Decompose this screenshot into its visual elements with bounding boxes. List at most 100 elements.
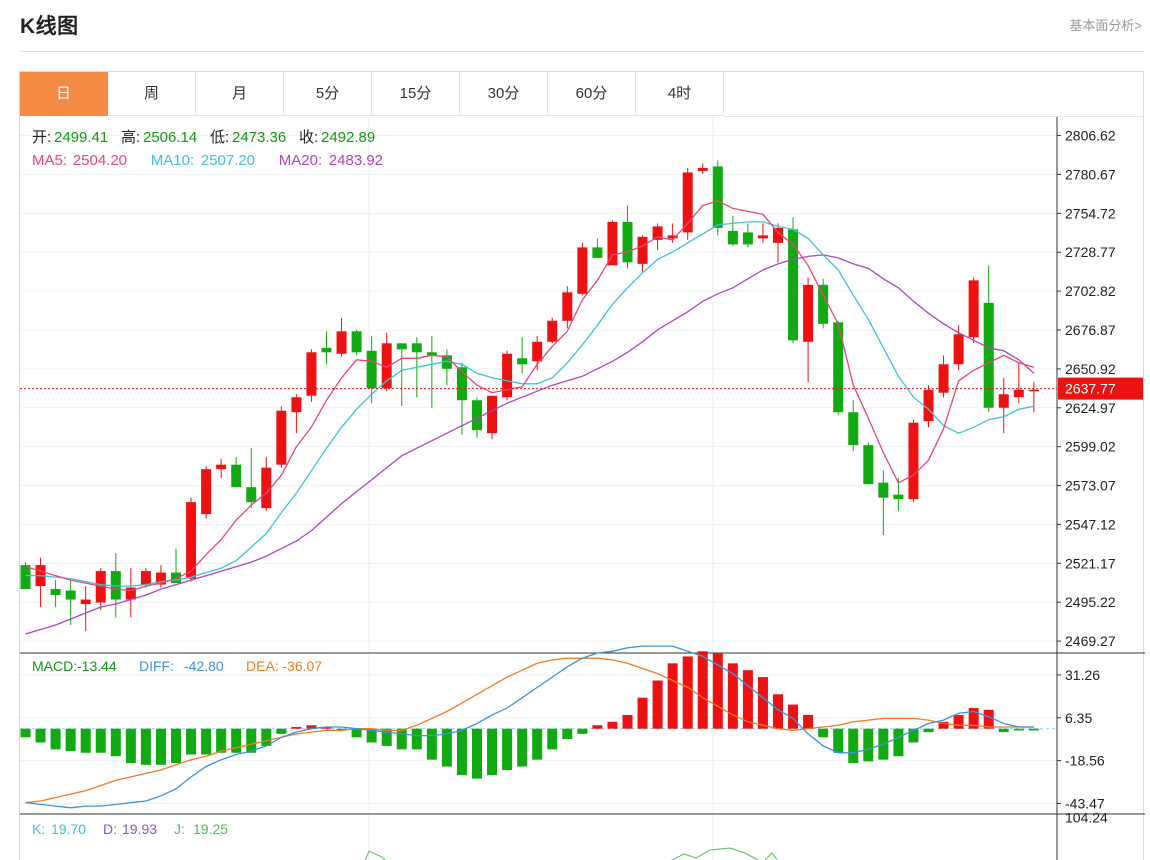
candle-body <box>712 166 723 228</box>
macd-bar <box>336 728 347 731</box>
tab-week[interactable]: 周 <box>108 72 196 116</box>
ma-label: MA20: <box>279 152 322 169</box>
candle-body <box>682 172 693 233</box>
last-price-badge <box>1058 377 1143 400</box>
tab-30min[interactable]: 30分 <box>460 72 548 116</box>
macd-bar <box>276 728 287 734</box>
macd-label: DIFF: <box>139 658 174 674</box>
candle-body <box>757 235 768 239</box>
chart-panel: 日 周 月 5分 15分 30分 60分 4时 2806.62 2780.67 27… <box>19 71 1145 860</box>
candle-body <box>50 589 61 596</box>
candle-body <box>532 341 543 362</box>
ohlc-value: 2506.14 <box>143 129 197 146</box>
macd-y-tick-label: -18.56 <box>1065 753 1105 769</box>
macd-bar <box>562 728 573 740</box>
ma-value: 2507.20 <box>201 152 255 169</box>
candle-body <box>125 587 136 600</box>
macd-bar <box>20 728 31 738</box>
macd-value: -13.44 <box>77 658 117 674</box>
y-tick-label: 2650.92 <box>1065 361 1116 377</box>
candle-body <box>1028 389 1039 392</box>
ohlc-value: 2499.41 <box>54 129 108 146</box>
macd-bar <box>637 697 648 729</box>
macd-bar <box>998 728 1009 733</box>
ohlc-value: 2492.89 <box>321 129 375 146</box>
tab-day[interactable]: 日 <box>20 72 108 116</box>
period-tabs: 日 周 月 5分 15分 30分 60分 4时 <box>20 72 724 117</box>
candle-body <box>983 302 994 408</box>
macd-bar <box>50 728 61 750</box>
candle-body <box>381 343 392 389</box>
candle-body <box>908 422 919 500</box>
macd-bar <box>742 670 753 729</box>
header-divider <box>20 51 1144 52</box>
macd-bar <box>727 663 738 729</box>
kdj-label: D: <box>103 821 117 837</box>
candle-body <box>998 394 1009 408</box>
page-title: K线图 <box>20 15 79 38</box>
macd-bar <box>321 726 332 729</box>
y-tick-label: 2599.02 <box>1065 439 1116 455</box>
macd-bar <box>908 728 919 743</box>
candle-body <box>110 571 121 600</box>
ma5-line <box>25 200 1035 592</box>
candle-body <box>818 284 829 324</box>
macd-bar <box>186 728 197 755</box>
macd-bar <box>261 728 272 746</box>
macd-label: DEA: <box>246 658 279 674</box>
kdj-value: 19.70 <box>51 821 86 837</box>
candle-body <box>788 229 799 341</box>
tab-5min[interactable]: 5分 <box>284 72 372 116</box>
macd-bar <box>517 728 528 767</box>
macd-bar <box>532 728 543 760</box>
kline-chart[interactable]: 2806.62 2780.67 2754.72 2728.77 2702.82 2676.… <box>20 72 1145 860</box>
candle-body <box>411 343 422 353</box>
y-tick-label: 2806.62 <box>1065 128 1116 144</box>
candle-body <box>502 353 513 398</box>
y-tick-label: 2624.97 <box>1065 400 1116 416</box>
candle-body <box>923 389 934 422</box>
candle-body <box>351 331 362 353</box>
candle-body <box>592 247 603 258</box>
macd-bar <box>140 728 151 765</box>
macd-y-tick-label: 6.35 <box>1065 710 1092 726</box>
y-tick-label: 2754.72 <box>1065 205 1116 221</box>
candle-body <box>140 571 151 585</box>
kdj-value: 19.93 <box>122 821 157 837</box>
kdj-j-line <box>364 850 386 860</box>
macd-bar <box>622 714 633 729</box>
tab-15min[interactable]: 15分 <box>372 72 460 116</box>
candle-body <box>20 565 31 590</box>
candle-body <box>863 445 874 485</box>
candle-body <box>637 236 648 264</box>
macd-bar <box>833 728 844 753</box>
candle-body <box>216 464 227 470</box>
diff-line <box>25 645 1034 809</box>
candle-body <box>95 571 106 603</box>
candle-body <box>968 280 979 338</box>
candle-body <box>727 230 738 245</box>
macd-bar <box>426 728 437 760</box>
macd-bar <box>411 728 422 750</box>
macd-bar <box>818 728 829 738</box>
ma-label: MA5: <box>32 152 67 169</box>
fundamental-analysis-link[interactable]: 基本面分析> <box>1069 18 1142 33</box>
candle-body <box>848 412 859 446</box>
macd-bar <box>547 728 558 750</box>
macd-label: MACD: <box>32 658 77 674</box>
tab-60min[interactable]: 60分 <box>548 72 636 116</box>
candle-body <box>562 292 573 321</box>
tabs-underline <box>724 116 1143 117</box>
macd-bar <box>1013 728 1024 731</box>
candle-body <box>517 358 528 365</box>
tab-4hour[interactable]: 4时 <box>636 72 724 116</box>
macd-y-tick-label: 31.26 <box>1065 667 1100 683</box>
macd-value: -36.07 <box>282 658 322 674</box>
macd-y-tick-label: -43.47 <box>1065 795 1105 811</box>
y-tick-label: 2728.77 <box>1065 244 1116 260</box>
ohlc-label: 低: <box>210 129 229 146</box>
candle-body <box>201 469 212 515</box>
tab-month[interactable]: 月 <box>196 72 284 116</box>
macd-bar <box>441 728 452 767</box>
candle-body <box>487 395 498 434</box>
